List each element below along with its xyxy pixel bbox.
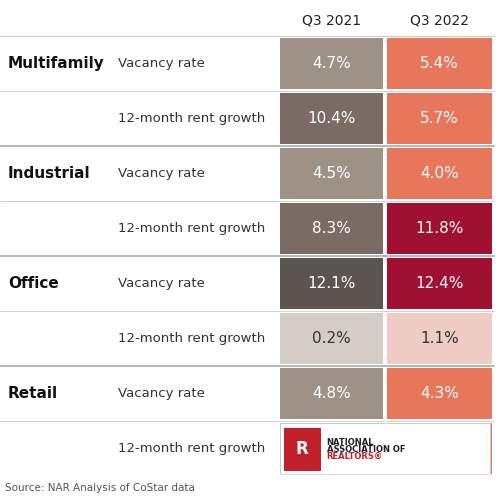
Text: 11.8%: 11.8% (415, 221, 464, 236)
Text: 4.4%: 4.4% (420, 441, 459, 456)
Bar (387, 313, 492, 364)
Text: 12-month rent growth: 12-month rent growth (118, 112, 265, 125)
Bar (387, 93, 492, 144)
Text: 12-month rent growth: 12-month rent growth (118, 332, 265, 345)
Text: Vacancy rate: Vacancy rate (118, 57, 205, 70)
Text: Vacancy rate: Vacancy rate (118, 387, 205, 400)
Text: REALTORS®: REALTORS® (326, 452, 383, 461)
Text: R: R (296, 441, 309, 459)
Text: NATIONAL: NATIONAL (326, 438, 374, 447)
Text: 12-month rent growth: 12-month rent growth (118, 442, 265, 455)
Text: 1.1%: 1.1% (420, 331, 459, 346)
Bar (280, 38, 383, 89)
Text: 4.3%: 4.3% (420, 386, 459, 401)
Bar (387, 203, 492, 254)
Bar (280, 368, 383, 419)
Text: Vacancy rate: Vacancy rate (118, 167, 205, 180)
Text: Q3 2021: Q3 2021 (302, 13, 361, 27)
Bar (280, 203, 383, 254)
Text: 5.7%: 5.7% (420, 111, 459, 126)
Text: Office: Office (8, 276, 59, 291)
Bar (387, 148, 492, 199)
Bar (387, 368, 492, 419)
Text: Multifamily: Multifamily (8, 56, 105, 71)
Text: 12-month rent growth: 12-month rent growth (118, 222, 265, 235)
Bar (284, 428, 320, 471)
Text: 4.8%: 4.8% (312, 386, 351, 401)
Bar (280, 148, 383, 199)
Text: 2.7%: 2.7% (312, 441, 351, 456)
Text: 4.7%: 4.7% (312, 56, 351, 71)
Text: 12.1%: 12.1% (307, 276, 356, 291)
Bar (280, 93, 383, 144)
Text: 10.4%: 10.4% (307, 111, 356, 126)
Text: 0.2%: 0.2% (312, 331, 351, 346)
Bar (387, 423, 492, 474)
Text: Q3 2022: Q3 2022 (410, 13, 469, 27)
Bar (387, 258, 492, 309)
Text: 4.5%: 4.5% (312, 166, 351, 181)
Text: 12.4%: 12.4% (415, 276, 464, 291)
Text: Vacancy rate: Vacancy rate (118, 277, 205, 290)
Bar (280, 313, 383, 364)
Text: ASSOCIATION OF: ASSOCIATION OF (326, 445, 405, 454)
Text: Source: NAR Analysis of CoStar data: Source: NAR Analysis of CoStar data (5, 483, 195, 493)
Text: 8.3%: 8.3% (312, 221, 351, 236)
Text: Industrial: Industrial (8, 166, 91, 181)
Bar (280, 423, 490, 474)
Bar (280, 258, 383, 309)
Text: Retail: Retail (8, 386, 58, 401)
Bar (280, 423, 383, 474)
Bar (387, 38, 492, 89)
Text: 5.4%: 5.4% (420, 56, 459, 71)
Text: 4.0%: 4.0% (420, 166, 459, 181)
